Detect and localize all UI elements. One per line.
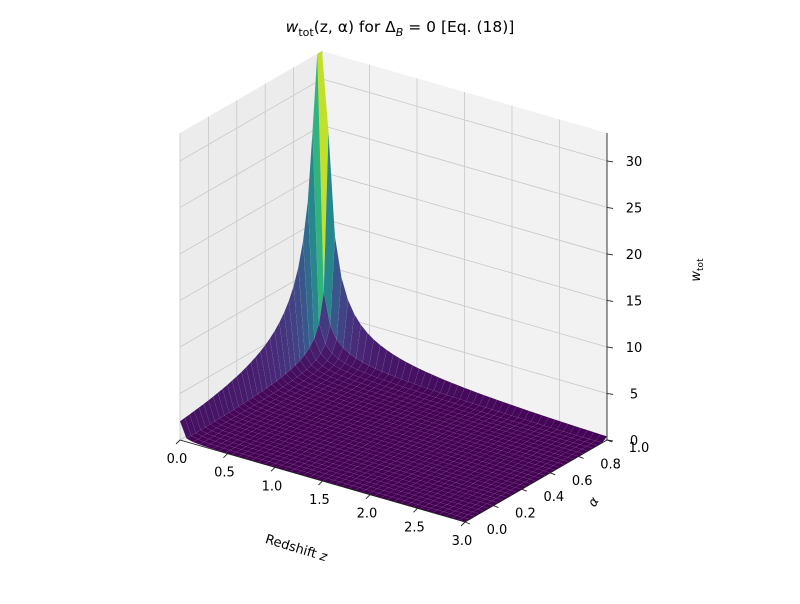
w-tick (606, 439, 614, 442)
y-axis-label: α (585, 494, 602, 509)
alpha-tick-label: 0.4 (543, 490, 564, 505)
w-tick-label: 15 (626, 294, 643, 309)
surface-plot (179, 50, 608, 523)
alpha-tick-label: 1.0 (629, 441, 650, 456)
x-tick-label: 0.0 (167, 452, 188, 467)
chart-title: wtot(z, α) for ΔB = 0 [Eq. (18)] (286, 18, 515, 39)
w-tick (606, 206, 614, 209)
x-tick (318, 480, 323, 486)
x-tick (460, 521, 466, 527)
x-tick (413, 508, 418, 513)
alpha-tick (578, 455, 584, 459)
w-tick (606, 346, 614, 349)
w-tick-label: 10 (626, 341, 643, 356)
w-tick-label: 25 (626, 201, 643, 216)
x-tick (175, 439, 181, 445)
x-tick-label: 2.5 (404, 520, 425, 535)
alpha-axis-line (464, 439, 608, 523)
x-tick (365, 494, 371, 499)
w-tick-label: 20 (626, 248, 643, 263)
alpha-tick-label: 0.2 (515, 507, 536, 522)
w-tick (606, 393, 614, 395)
alpha-tick-label: 0.6 (572, 474, 593, 489)
x-tick (223, 453, 228, 458)
x-tick-label: 3.0 (452, 534, 473, 549)
x-tick-label: 0.5 (214, 466, 235, 481)
alpha-tick-label: 0.0 (487, 523, 508, 538)
w-tick-label: 0 (630, 434, 638, 449)
alpha-tick (464, 521, 471, 525)
x-axis-label: Redshift z (263, 532, 329, 565)
x-tick (270, 467, 276, 472)
alpha-tick (521, 488, 527, 492)
w-tick (606, 160, 614, 163)
x-tick-label: 1.5 (309, 493, 330, 508)
axes: 0.00.51.01.52.02.53.00.00.20.40.60.81.00… (167, 133, 650, 549)
alpha-tick (550, 472, 556, 476)
w-tick-label: 5 (630, 387, 638, 402)
w-tick-label: 30 (626, 155, 643, 170)
x-tick-label: 1.0 (262, 479, 283, 494)
alpha-tick (493, 505, 499, 509)
alpha-tick-label: 0.8 (600, 457, 621, 472)
z-axis-label: wtot (689, 258, 706, 282)
x-tick-label: 2.0 (357, 507, 378, 522)
w-tick (606, 253, 614, 256)
w-tick (606, 300, 614, 302)
